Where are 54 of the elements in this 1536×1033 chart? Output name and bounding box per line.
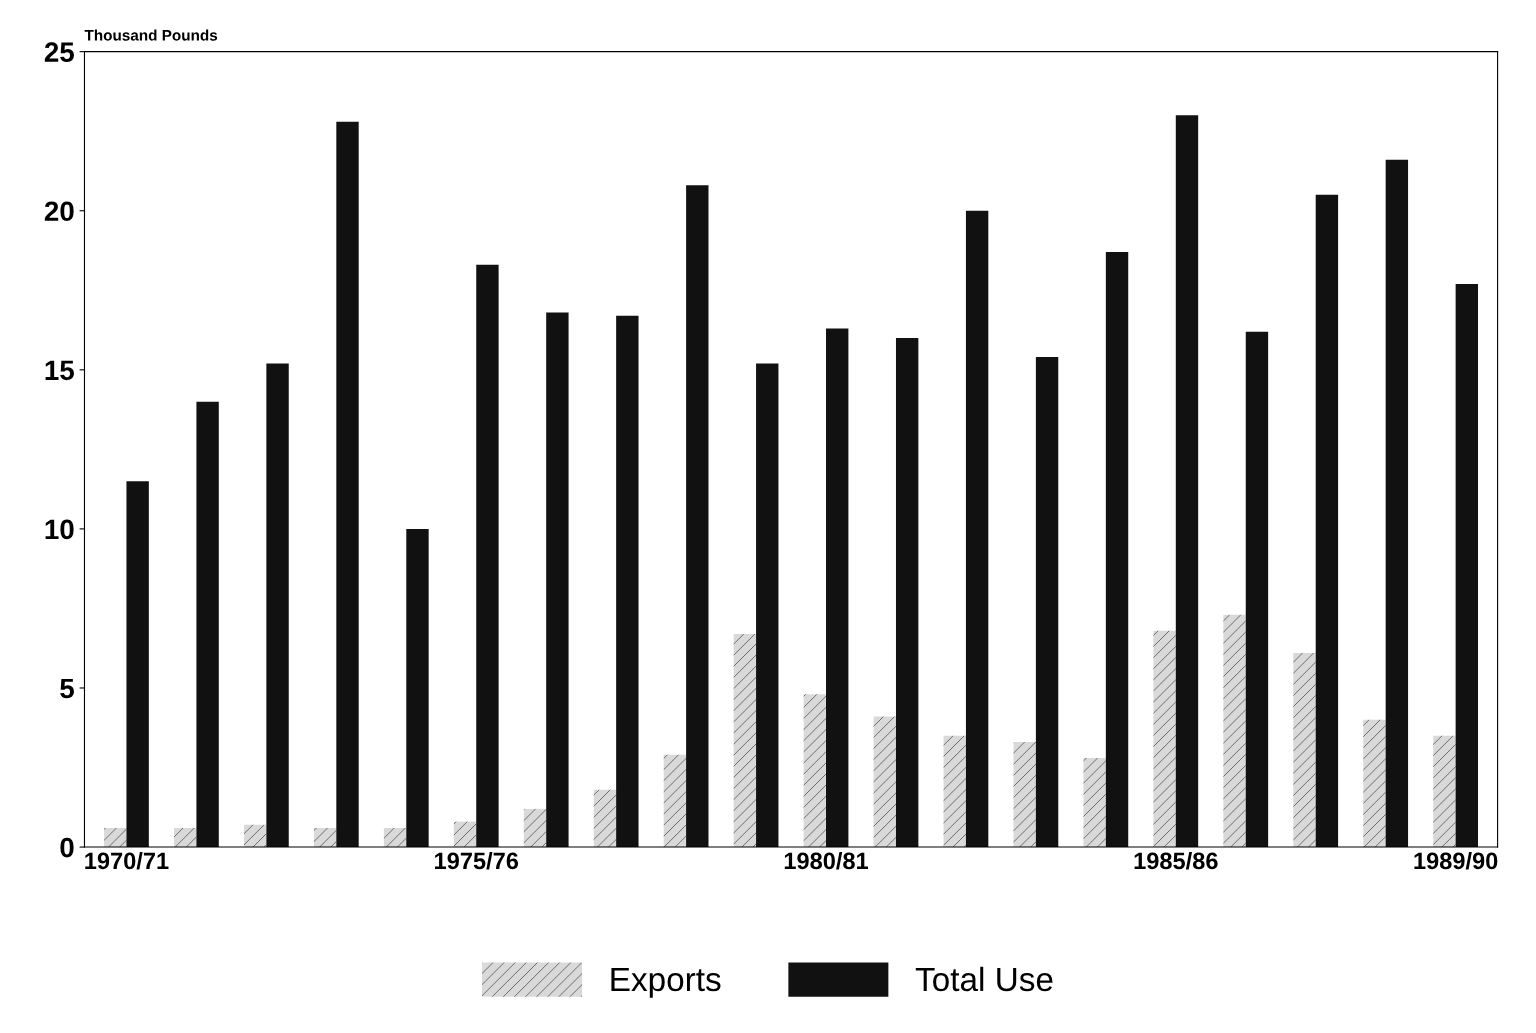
x-tick-label: 1985/86: [1134, 851, 1218, 870]
legend-label: Exports: [611, 967, 721, 998]
bar: [943, 735, 966, 848]
y-tick-label: 25: [44, 42, 74, 62]
bar: [1433, 735, 1456, 848]
bar: [1293, 652, 1316, 848]
bar: [663, 754, 687, 848]
bar: [803, 694, 827, 848]
bar: [1035, 357, 1059, 848]
bar: [733, 633, 757, 848]
y-tick-label: 15: [45, 360, 74, 381]
bar: [1363, 719, 1386, 848]
bar: [1153, 630, 1176, 848]
bar: [196, 401, 219, 848]
bar: [1175, 115, 1199, 848]
bar: [546, 312, 569, 848]
bar: [1083, 757, 1106, 848]
bar: [104, 827, 127, 848]
bar: [476, 264, 499, 848]
legend-label: Total Use: [915, 966, 1053, 992]
bar: [523, 808, 547, 848]
bar: [1105, 252, 1129, 848]
x-tick-label: 1989/90: [1414, 851, 1498, 870]
bar: [593, 789, 617, 848]
bar: [895, 338, 919, 848]
bar: [406, 528, 429, 848]
bar: [174, 827, 197, 848]
x-tick-label: 1980/81: [784, 851, 869, 870]
bar: [873, 716, 896, 848]
bar: [965, 210, 989, 848]
bar: [126, 481, 149, 848]
bar: [313, 827, 337, 848]
bar: [1223, 614, 1246, 848]
bar: [1315, 194, 1339, 848]
bar: [266, 363, 289, 848]
bar: [1013, 742, 1036, 848]
bar: [453, 821, 477, 848]
y-tick-label: 10: [45, 519, 74, 540]
y-tick-label: 5: [60, 678, 74, 699]
bar: [336, 121, 359, 848]
bar: [826, 328, 849, 848]
bar: [1245, 331, 1269, 848]
bar: [1455, 283, 1479, 848]
bar: [616, 315, 639, 848]
y-axis-title: Thousand Pounds: [84, 29, 218, 41]
x-tick-label: 1970/71: [85, 851, 169, 870]
bar: [686, 185, 709, 848]
bar: [383, 827, 407, 848]
bar: [243, 824, 267, 848]
y-tick-label: 0: [60, 837, 74, 858]
bar: [1385, 159, 1409, 848]
y-tick-label: 20: [44, 201, 74, 222]
x-tick-label: 1975/76: [435, 851, 519, 870]
bar: [756, 363, 779, 848]
